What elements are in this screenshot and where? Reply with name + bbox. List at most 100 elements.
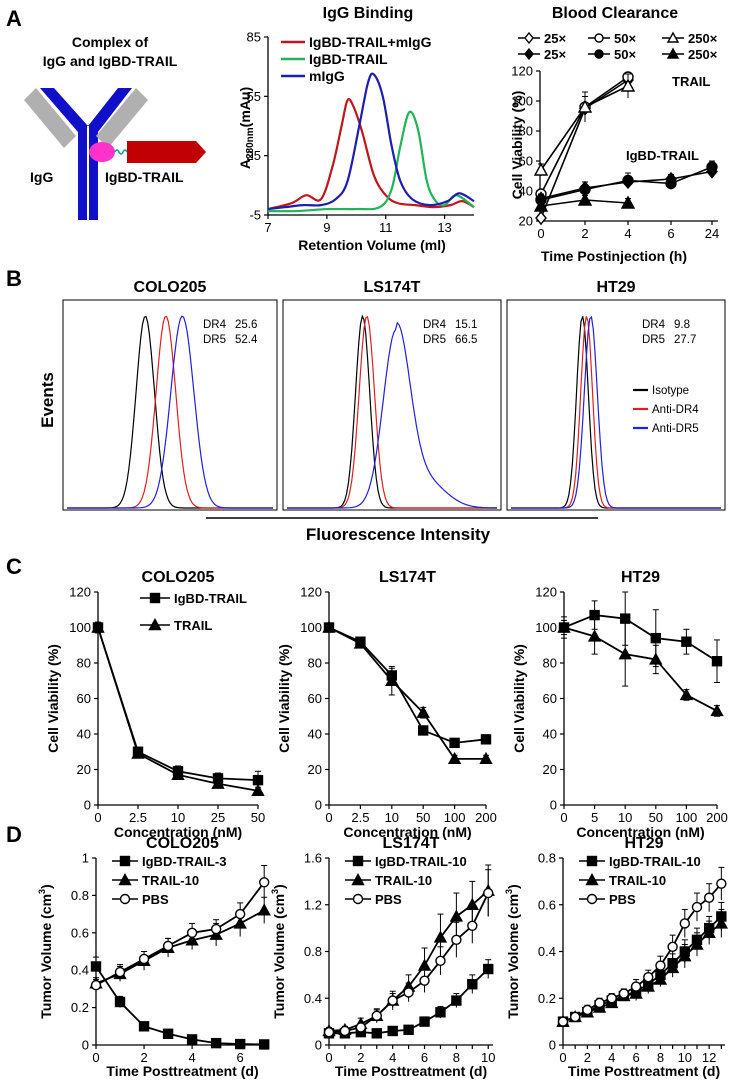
tumor-legend-marker xyxy=(586,855,598,867)
clearance-point xyxy=(620,195,636,209)
tumor-point xyxy=(702,925,716,938)
tumor-point xyxy=(716,878,727,889)
tumor-ylabel-text: Tumor Volume (cm xyxy=(271,894,287,1019)
cyto-ytick-label: 20 xyxy=(77,762,91,777)
flow-frame xyxy=(62,299,278,511)
tumor-ytick-label: 0 xyxy=(315,1038,322,1053)
clearance-annotation-igbd: IgBD-TRAIL xyxy=(626,148,699,163)
clearance-xtick-label: 6 xyxy=(667,226,674,241)
tumor-legend-marker xyxy=(351,873,365,886)
cyto-point xyxy=(416,705,430,718)
flow-stat-value: 15.1 xyxy=(455,319,477,331)
flow-frame xyxy=(506,299,726,511)
tumor-legend-label: TRAIL-10 xyxy=(609,873,666,888)
cyto-point xyxy=(418,725,429,736)
tumor-ytick-label: 0.2 xyxy=(71,1000,89,1015)
cyto-xtick-label: 200 xyxy=(706,810,728,825)
cyto-legend-label: TRAIL xyxy=(174,618,212,633)
tumor-series-line xyxy=(328,892,490,1034)
tumor-point xyxy=(186,927,198,938)
tumor-point xyxy=(186,1034,198,1045)
cyto-point xyxy=(449,737,460,749)
binding-legend-label: IgBD-TRAIL xyxy=(309,51,388,67)
tumor-ytick-label: 0.4 xyxy=(71,963,89,978)
tumor-point xyxy=(114,966,126,978)
cyto-xtick-label: 25 xyxy=(211,810,225,825)
tumor-xtick-label: 2 xyxy=(357,1050,364,1065)
cyto-ytick-label: 20 xyxy=(308,762,322,777)
tumor-point xyxy=(435,1007,446,1018)
cyto-point xyxy=(385,673,399,686)
flow-ylabel: Events xyxy=(38,372,57,428)
tumor-legend-marker xyxy=(586,893,598,905)
igg-heavy-chain-left xyxy=(40,88,88,220)
igg-label: IgG xyxy=(30,169,53,185)
tumor-point xyxy=(703,892,715,903)
cyto-series-line xyxy=(328,626,486,760)
clearance-point xyxy=(706,161,718,173)
tumor-point xyxy=(606,993,617,1004)
tumor-ylabel-close: ) xyxy=(38,884,54,889)
tumor-ylabel-close: ) xyxy=(505,884,521,889)
clearance-xtick-label: 24 xyxy=(705,226,719,241)
clearance-ytick-label: 40 xyxy=(519,184,533,199)
tumor-ytick-label: 0.6 xyxy=(538,897,556,912)
tumor-point xyxy=(433,930,448,943)
binding-xtick-label: 9 xyxy=(323,220,330,235)
tumor-legend-label: PBS xyxy=(609,892,636,907)
flow-histogram-curve xyxy=(287,321,498,509)
tumor-point xyxy=(690,937,704,950)
tumor-legend-label: IgBD-TRAIL-10 xyxy=(609,854,701,869)
tumor-point xyxy=(138,953,150,965)
tumor-point xyxy=(210,1037,222,1049)
tumor-legend-marker xyxy=(119,855,131,867)
binding-series-line xyxy=(267,110,475,213)
cyto-point xyxy=(649,652,663,665)
flow-title: HT29 xyxy=(596,279,635,296)
tumor-point xyxy=(451,995,462,1006)
tumor-legend-marker xyxy=(352,855,364,867)
binding-ylabel-main: A xyxy=(237,159,253,169)
panel-label-a: A xyxy=(6,6,22,31)
tumor-point xyxy=(467,920,478,931)
clearance-ytick-label: 80 xyxy=(519,124,533,139)
panel-label-b: B xyxy=(6,266,22,291)
clearance-legend-label: 25× xyxy=(544,47,566,62)
flow-stat-value: 52.4 xyxy=(235,334,258,346)
cyto-xtick-label: 0 xyxy=(94,810,101,825)
tumor-xlabel: Time Posttreatment (d) xyxy=(335,1063,487,1079)
cyto-point xyxy=(251,783,265,796)
tumor-ytick-label: 0.8 xyxy=(538,851,556,866)
tumor-ylabel: Tumor Volume (cm3) xyxy=(37,884,54,1018)
cyto-point xyxy=(91,620,105,633)
tumor-xtick-label: 10 xyxy=(481,1050,495,1065)
cyto-series-line xyxy=(563,626,718,712)
clearance-legend-label: 25× xyxy=(544,31,566,46)
tumor-xtick-label: 10 xyxy=(678,1050,692,1065)
flow-title: COLO205 xyxy=(134,279,207,296)
tumor-legend-label: PBS xyxy=(375,892,402,907)
binding-ytick-label: 55 xyxy=(247,89,261,104)
tumor-point xyxy=(138,1021,150,1032)
tumor-point xyxy=(419,1016,430,1027)
cyto-xtick-label: 2.5 xyxy=(129,810,147,825)
tumor-point xyxy=(403,987,414,998)
tumor-point xyxy=(641,979,655,992)
tumor-xtick-label: 0 xyxy=(559,1050,566,1065)
cyto-point xyxy=(211,776,225,789)
clearance-legend-marker xyxy=(524,31,534,45)
tumor-point xyxy=(691,901,703,913)
cyto-point xyxy=(447,751,462,765)
clearance-legend-marker xyxy=(594,49,604,59)
igg-heavy-chain-right xyxy=(88,88,132,220)
cyto-xtick-label: 50 xyxy=(649,810,663,825)
cyto-xtick-label: 200 xyxy=(475,810,497,825)
flow-stat-label: DR5 xyxy=(423,334,446,346)
cyto-xlabel: Concentration (nM) xyxy=(114,824,242,840)
cyto-ytick-label: 60 xyxy=(543,691,557,706)
tumor-point xyxy=(114,996,126,1008)
flow-stat-label: DR4 xyxy=(423,319,447,331)
tumor-title: HT29 xyxy=(624,835,663,852)
tumor-point xyxy=(714,916,729,929)
